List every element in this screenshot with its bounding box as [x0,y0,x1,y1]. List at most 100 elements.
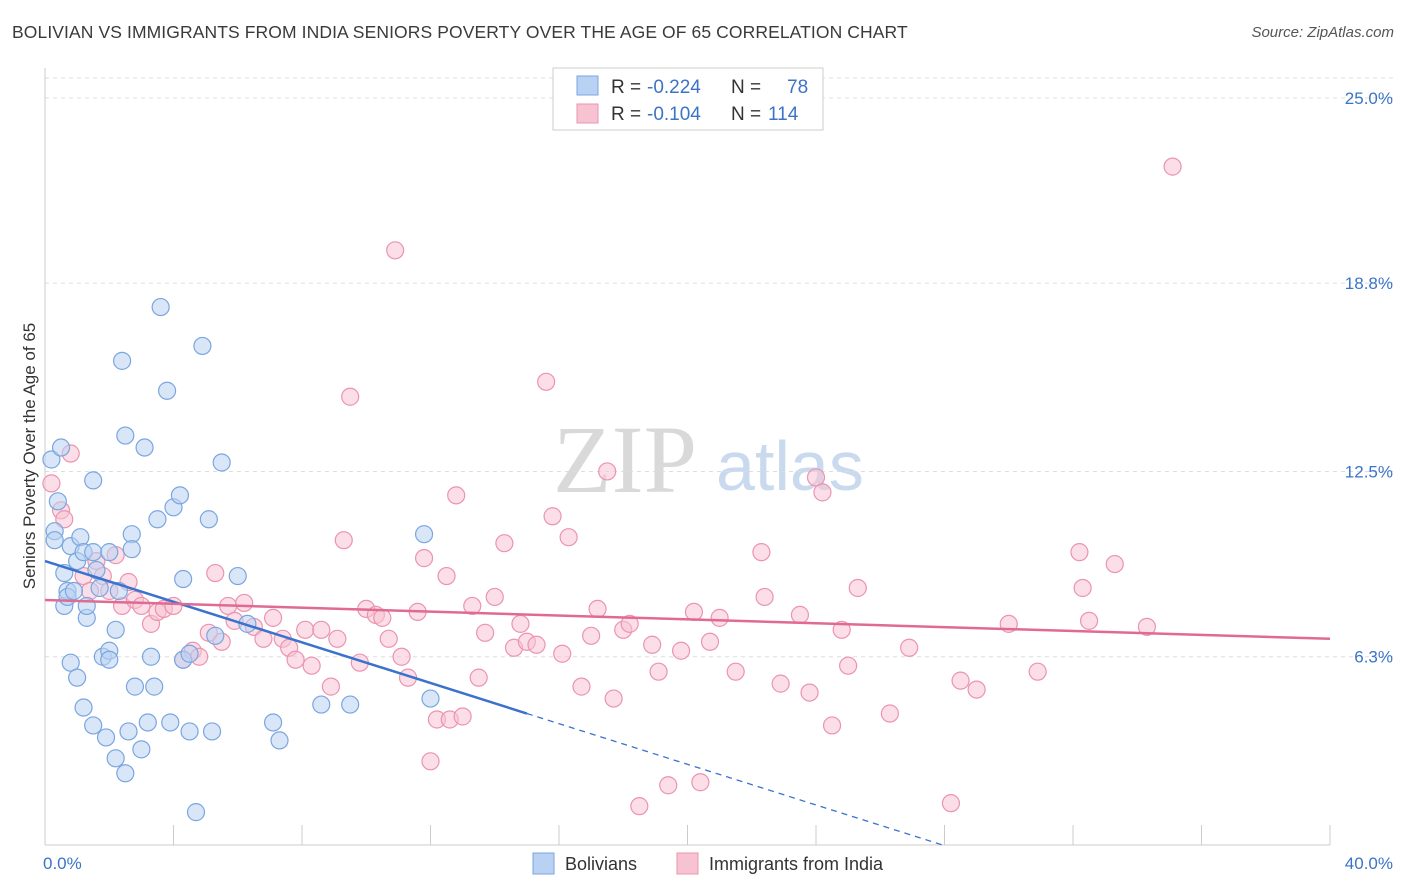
point-india [296,620,315,639]
point-bolivian [138,713,157,732]
point-india [321,677,341,696]
point-bolivian [206,626,225,645]
bottom-legend-label-bolivians: Bolivians [565,854,637,874]
point-india [813,483,832,502]
scatter-points [42,157,1182,822]
point-bolivian [148,510,167,529]
point-india [1028,662,1047,681]
point-india [630,797,649,816]
point-bolivian [51,438,71,457]
point-bolivian [199,510,218,529]
point-bolivian [68,668,87,687]
point-india [1079,611,1099,630]
point-bolivian [84,471,103,490]
point-india [392,647,411,666]
y-tick-label: 25.0% [1345,89,1393,108]
point-india [649,662,668,681]
point-india [263,608,283,627]
point-india [582,626,601,645]
point-bolivian [90,578,109,598]
point-bolivian [193,336,212,356]
bottom-legend-label-india: Immigrants from India [709,854,884,874]
point-bolivian [100,650,119,669]
point-india [559,528,578,547]
point-bolivian [132,740,151,759]
point-bolivian [106,620,125,639]
point-bolivian [228,566,247,586]
gridlines [45,77,1395,658]
point-india [900,638,919,657]
point-bolivian [180,644,199,663]
point-india [951,671,970,690]
point-india [286,650,305,669]
trend-line-bolivians-extension [526,712,945,847]
point-bolivian [84,543,103,562]
point-india [839,656,858,675]
point-bolivian [106,749,125,768]
point-bolivian [71,528,90,547]
point-india [671,641,691,660]
series-legend: Bolivians Immigrants from India [532,852,884,875]
point-india [755,587,774,607]
point-india [55,510,74,529]
legend-r-label-1: R = [611,77,641,98]
point-india [537,372,556,391]
point-bolivian [45,531,64,550]
point-india [42,474,61,493]
point-bolivian [212,453,231,472]
point-india [771,674,790,693]
point-bolivian [96,728,116,747]
point-bolivian [161,713,180,732]
watermark-zip: ZIP [553,406,697,513]
y-tick-label: 18.8% [1345,274,1393,293]
point-india [752,543,771,562]
point-bolivian [74,698,93,717]
x-tick-label-min: 0.0% [43,854,82,873]
trend-line-india [44,598,1331,641]
point-bolivian [141,647,161,666]
point-india [1070,543,1089,562]
point-india [206,563,225,583]
point-bolivian [64,581,84,601]
point-bolivian [202,722,222,741]
legend-r-label-2: R = [611,104,641,125]
point-bolivian [174,569,193,589]
point-india [691,773,710,792]
trend-lines [44,559,1331,847]
point-india [414,549,434,568]
point-bolivian [312,695,331,714]
point-bolivian [122,540,141,559]
point-bolivian [119,722,138,741]
y-axis-tick-labels: 6.3% 12.5% 18.8% 25.0% [1345,89,1393,667]
point-bolivian [116,764,135,783]
point-india [476,623,495,642]
point-india [832,620,851,639]
point-bolivian [263,713,283,732]
point-india [880,704,899,723]
point-india [588,599,607,619]
point-bolivian [157,381,177,400]
point-india [1163,157,1182,176]
point-india [604,689,623,708]
bottom-legend-swatch-india [676,852,699,875]
legend-n-value-2: 114 [768,104,799,125]
legend-n-label-1: N = [731,77,761,98]
point-bolivian [135,438,154,457]
chart-title: BOLIVIAN VS IMMIGRANTS FROM INDIA SENIOR… [12,22,908,42]
legend-n-label-2: N = [731,104,761,125]
point-india [379,629,398,648]
point-bolivian [170,486,190,505]
point-bolivian [145,677,164,696]
point-bolivian [42,450,61,469]
point-india [386,241,405,260]
point-bolivian [270,731,289,750]
legend-r-value-1: -0.224 [647,77,701,98]
point-india [659,776,678,795]
point-india [822,716,842,735]
point-india [848,578,867,598]
point-bolivian [116,426,135,445]
point-india [941,794,961,813]
point-india [1137,617,1156,636]
point-india [421,752,440,771]
